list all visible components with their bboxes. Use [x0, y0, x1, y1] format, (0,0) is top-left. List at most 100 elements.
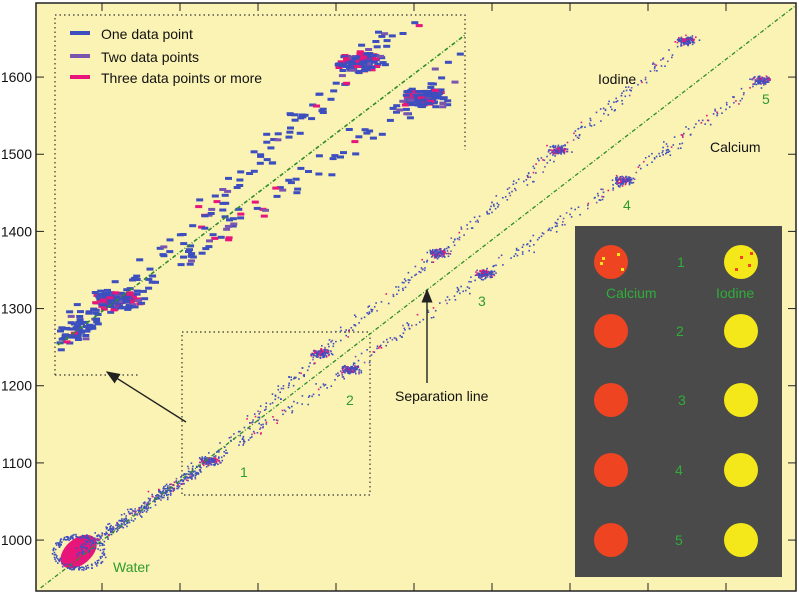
data-point [558, 146, 561, 148]
data-point [123, 518, 125, 520]
inset-data-point [133, 274, 141, 278]
data-point [435, 250, 438, 253]
inset-data-point [108, 291, 116, 295]
data-point [491, 211, 493, 214]
inset-data-point [420, 98, 428, 102]
data-point [767, 81, 770, 83]
inset-data-point [180, 255, 187, 259]
inset-data-point [60, 327, 68, 331]
data-point [327, 354, 330, 357]
data-point [625, 181, 628, 183]
inset-data-point [81, 320, 89, 324]
data-point [367, 313, 370, 315]
data-point [72, 537, 74, 539]
data-point [502, 197, 504, 199]
data-point [435, 248, 438, 251]
data-point [188, 477, 190, 479]
data-point [547, 151, 550, 153]
inset-data-point [309, 103, 317, 107]
data-point [344, 366, 346, 369]
inset-data-point [65, 334, 73, 337]
inset-data-point [129, 303, 136, 307]
data-point [419, 321, 421, 323]
inset-data-point [339, 69, 347, 72]
data-point [170, 483, 172, 486]
data-point [186, 477, 189, 479]
data-point [752, 85, 754, 88]
data-point [200, 466, 202, 469]
data-point [714, 108, 716, 111]
inset-data-point [299, 115, 307, 119]
data-point [352, 362, 355, 364]
data-point [616, 183, 619, 185]
data-point [483, 275, 486, 277]
data-point [622, 177, 624, 180]
data-point [112, 526, 114, 528]
data-point [496, 202, 499, 205]
data-point [488, 273, 491, 276]
data-point [166, 491, 169, 493]
data-point [94, 537, 96, 539]
inset-data-point [195, 205, 203, 209]
data-point [395, 339, 398, 341]
data-point [725, 108, 727, 111]
inset-data-point [294, 187, 302, 191]
data-point [337, 372, 339, 374]
data-point [613, 109, 616, 112]
data-point [621, 99, 623, 102]
data-point [258, 413, 260, 415]
data-point [220, 461, 222, 464]
data-point [557, 151, 560, 154]
data-point [107, 538, 109, 540]
data-point [480, 272, 483, 274]
data-point [452, 241, 455, 243]
inset-data-point [386, 118, 394, 122]
data-point [515, 249, 518, 251]
inset-data-point [185, 250, 192, 253]
data-point [548, 229, 550, 231]
data-point [560, 149, 562, 152]
inset-data-point [361, 69, 368, 72]
inset-data-point [166, 250, 174, 254]
data-point [53, 554, 56, 556]
data-point [768, 76, 770, 79]
data-point [415, 323, 418, 326]
data-point [570, 207, 573, 210]
data-point [56, 542, 59, 544]
data-point [376, 345, 379, 347]
inset-row-3: 3 [678, 392, 686, 408]
inset-data-point [74, 332, 82, 336]
data-point [310, 353, 312, 356]
data-point [619, 176, 622, 178]
inset-data-point [315, 92, 323, 96]
data-point [100, 562, 102, 565]
data-point [655, 155, 658, 158]
data-point [330, 341, 332, 343]
data-point [457, 288, 460, 291]
data-point [612, 189, 614, 191]
data-point [442, 254, 444, 256]
data-point [680, 45, 682, 47]
data-point [277, 385, 280, 387]
data-point [281, 409, 284, 412]
data-point [763, 77, 766, 79]
inset-data-point [365, 55, 373, 59]
data-point [57, 543, 60, 545]
data-point [319, 353, 321, 356]
data-point [101, 532, 103, 534]
data-point [622, 180, 624, 182]
data-point [183, 482, 185, 485]
data-point [318, 394, 320, 396]
cluster-label-2: 2 [346, 392, 354, 408]
data-point [574, 208, 576, 211]
data-point [85, 545, 88, 547]
data-point [760, 83, 762, 85]
data-point [294, 377, 296, 379]
data-point [693, 126, 696, 129]
data-point [681, 39, 684, 41]
data-point [103, 554, 106, 556]
inset-data-point [246, 172, 254, 175]
data-point [115, 528, 117, 530]
data-point [532, 165, 535, 168]
data-point [418, 270, 420, 273]
